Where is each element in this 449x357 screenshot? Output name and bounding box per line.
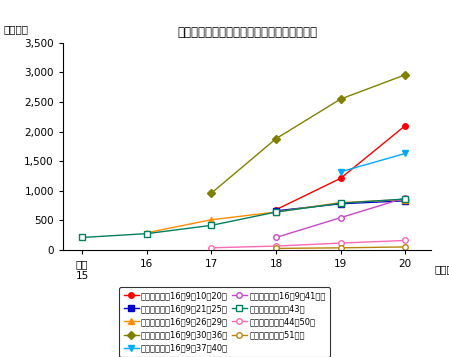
Line: 液晶テレビ（16：9）21～25型: 液晶テレビ（16：9）21～25型 [273,198,408,213]
液晶テレビ（16：9）10～20型 [402,124,408,128]
液晶テレビ（16：9）26～29型 [402,197,408,202]
液晶テレビ（16：9）21～25型 [338,202,343,206]
Line: プラズマテレビ44～50型: プラズマテレビ44～50型 [209,238,408,251]
プラズマテレビ51型～ [338,246,343,250]
液晶テレビ（16：9）30～36型 [209,191,214,195]
プラズマテレビ44～50型 [338,241,343,245]
プラズマテレビ51型～ [402,245,408,249]
液晶テレビ（16：9）10～20型 [338,176,343,180]
液晶テレビ（16：9）41型～ [338,216,343,220]
液晶テレビ（16：9）30～36型 [402,72,408,77]
液晶テレビ（16：9）21～25型 [402,198,408,203]
プラズマテレビ～43型 [402,197,408,201]
プラズマテレビ44～50型 [273,244,279,248]
Line: 液晶テレビ（16：9）30～36型: 液晶テレビ（16：9）30～36型 [209,72,408,196]
Line: プラズマテレビ～43型: プラズマテレビ～43型 [79,196,408,240]
液晶テレビ（16：9）41型～ [273,235,279,240]
液晶テレビ（16：9）26～29型 [338,200,343,205]
プラズマテレビ51型～ [273,246,279,251]
液晶テレビ（16：9）30～36型 [273,136,279,141]
プラズマテレビ44～50型 [402,238,408,242]
液晶テレビ（16：9）37～40型 [338,170,343,174]
液晶テレビ（16：9）30～36型 [338,97,343,101]
プラズマテレビ～43型 [144,231,150,236]
Line: プラズマテレビ51型～: プラズマテレビ51型～ [273,244,408,251]
プラズマテレビ44～50型 [209,246,214,250]
Line: 液晶テレビ（16：9）37～40型: 液晶テレビ（16：9）37～40型 [338,151,408,175]
液晶テレビ（16：9）37～40型 [402,151,408,156]
プラズマテレビ～43型 [79,235,85,240]
プラズマテレビ～43型 [209,223,214,227]
Line: 液晶テレビ（16：9）26～29型: 液晶テレビ（16：9）26～29型 [144,197,408,236]
液晶テレビ（16：9）26～29型 [144,231,150,235]
Line: 液晶テレビ（16：9）41型～: 液晶テレビ（16：9）41型～ [273,195,408,240]
Text: （年）: （年） [434,264,449,274]
Text: （千台）: （千台） [4,25,29,35]
液晶テレビ（16：9）10～20型 [273,207,279,212]
液晶テレビ（16：9）26～29型 [209,217,214,222]
液晶テレビ（16：9）21～25型 [273,209,279,213]
Legend: 液晶テレビ（16：9）10～20型, 液晶テレビ（16：9）21～25型, 液晶テレビ（16：9）26～29型, 液晶テレビ（16：9）30～36型, 液晶テレ: 液晶テレビ（16：9）10～20型, 液晶テレビ（16：9）21～25型, 液晶… [119,287,330,357]
Line: 液晶テレビ（16：9）10～20型: 液晶テレビ（16：9）10～20型 [273,123,408,212]
プラズマテレビ～43型 [338,201,343,205]
液晶テレビ（16：9）41型～ [402,196,408,200]
液晶テレビ（16：9）26～29型 [273,210,279,214]
プラズマテレビ～43型 [273,210,279,214]
Title: 液晶やプラズマ等テレビ画面サイズが大型化: 液晶やプラズマ等テレビ画面サイズが大型化 [177,26,317,39]
